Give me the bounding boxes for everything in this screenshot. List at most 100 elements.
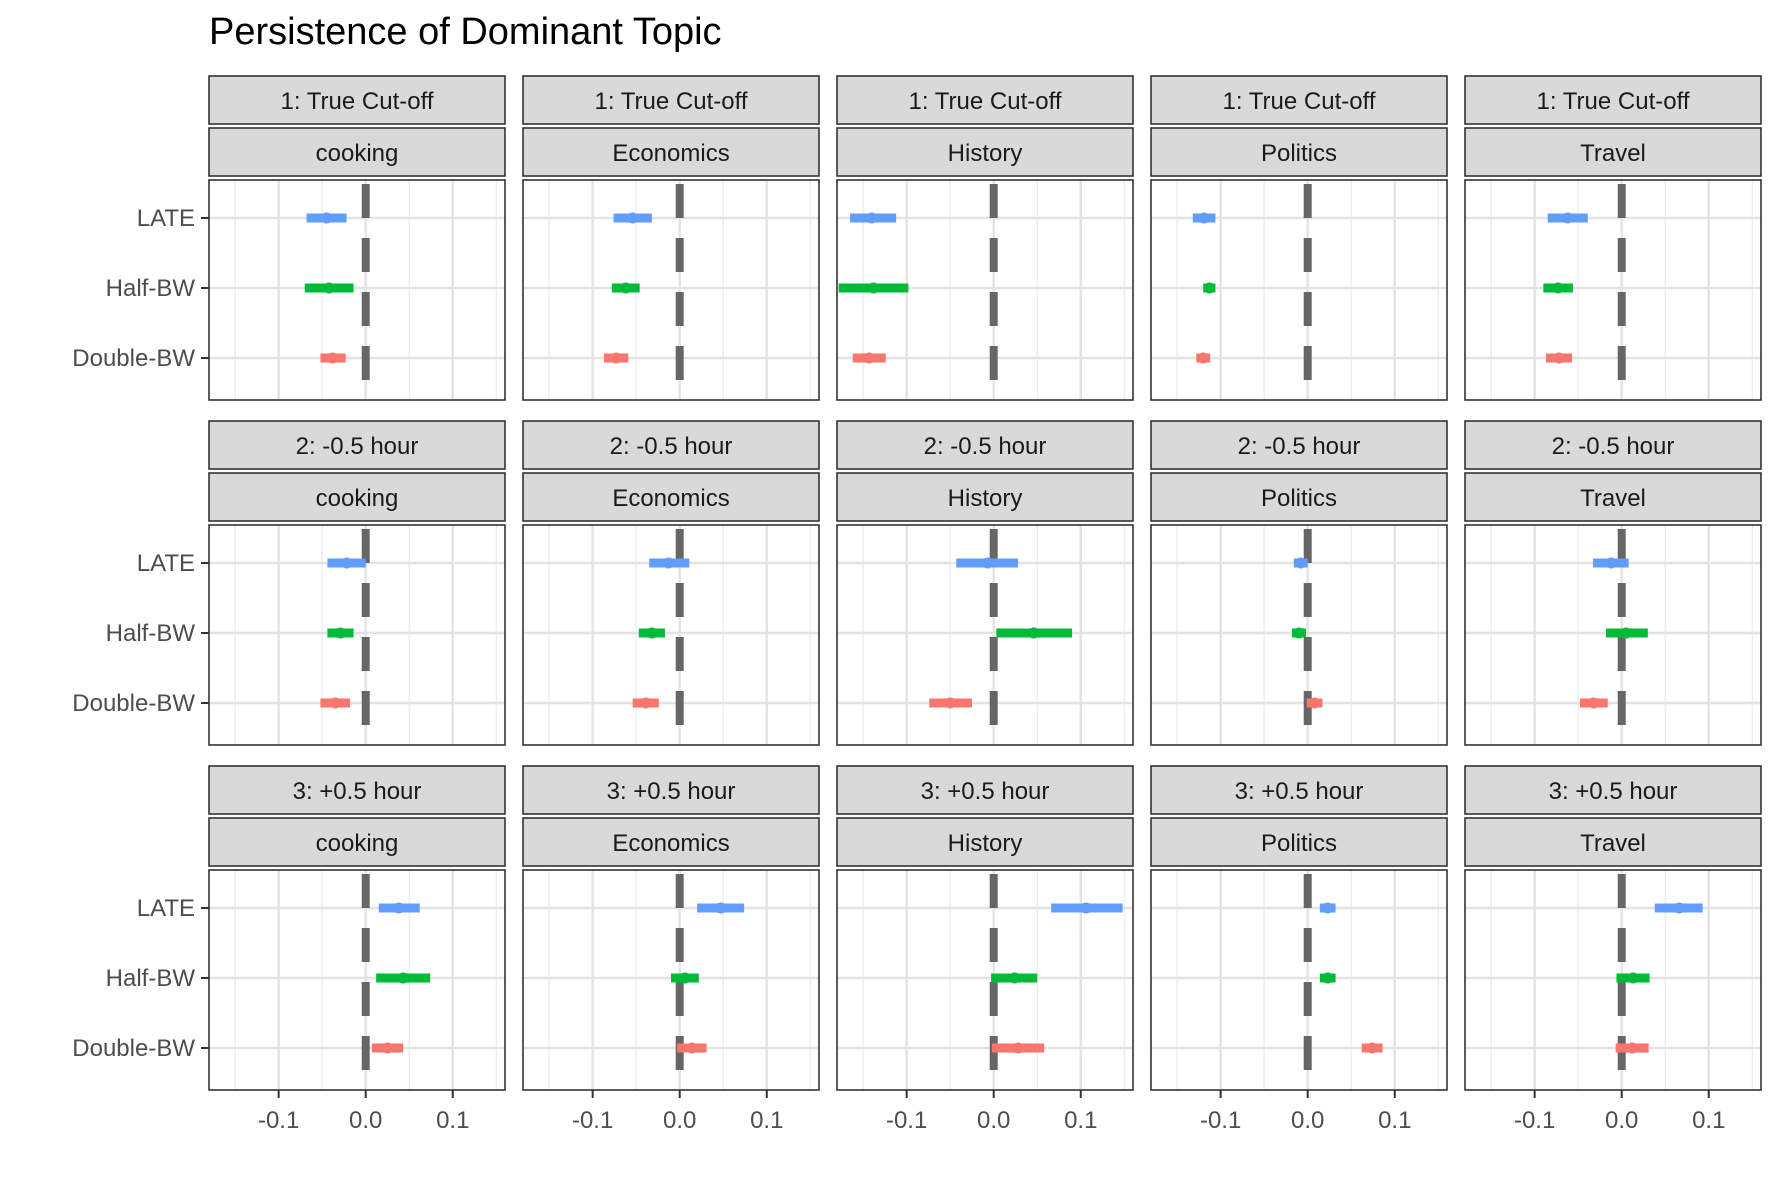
point-estimate	[1009, 972, 1021, 984]
facet-strip-col	[1464, 472, 1762, 522]
y-axis-tick-label: LATE	[137, 205, 195, 232]
point-estimate	[868, 282, 880, 294]
point-estimate	[381, 1042, 393, 1054]
facet-strip-row	[1150, 420, 1448, 470]
panel-border	[1150, 179, 1448, 401]
y-axis-tick-label: LATE	[137, 895, 195, 922]
x-axis-tick-label: -0.1	[258, 1107, 299, 1134]
point-estimate	[610, 352, 622, 364]
point-estimate	[863, 352, 875, 364]
facet-strip-col	[208, 472, 506, 522]
facet-strip-col-label: Economics	[612, 830, 729, 857]
point-estimate	[627, 212, 639, 224]
point-estimate	[646, 627, 658, 639]
x-axis-tick-label: 0.1	[750, 1107, 783, 1134]
point-estimate	[1553, 352, 1565, 364]
facet-strip-row	[208, 420, 506, 470]
x-axis-tick-label: 0.0	[663, 1107, 696, 1134]
panel-border	[1464, 869, 1762, 1091]
point-estimate	[1626, 1042, 1638, 1054]
point-estimate	[1366, 1042, 1378, 1054]
facet-strip-row	[1464, 765, 1762, 815]
point-estimate	[1197, 352, 1209, 364]
point-estimate	[866, 212, 878, 224]
x-axis-tick-label: 0.0	[977, 1107, 1010, 1134]
panel-border	[836, 179, 1134, 401]
panel-border	[208, 869, 506, 1091]
facet-panel: 3: +0.5 hour History -0.1 0.0 0.1	[836, 765, 1134, 1134]
facet-strip-row	[522, 420, 820, 470]
x-axis-tick-label: 0.1	[436, 1107, 469, 1134]
point-estimate	[334, 627, 346, 639]
x-axis-tick-label: 0.1	[1378, 1107, 1411, 1134]
point-estimate	[327, 352, 339, 364]
facet-panel: 3: +0.5 hour Economics -0.1 0.0 0.1	[522, 765, 820, 1134]
facet-strip-row-label: 2: -0.5 hour	[296, 433, 419, 460]
facet-strip-row	[836, 765, 1134, 815]
point-estimate	[1605, 557, 1617, 569]
point-estimate	[323, 282, 335, 294]
facet-panel: 2: -0.5 hour History	[836, 420, 1134, 746]
facet-panel: 2: -0.5 hour Politics	[1150, 420, 1448, 746]
facet-strip-row-label: 1: True Cut-off	[1223, 88, 1376, 115]
y-axis-tick-label: Double-BW	[72, 690, 195, 717]
facet-strip-col-label: History	[948, 485, 1023, 512]
facet-strip-row	[836, 75, 1134, 125]
x-axis-tick-label: 0.0	[1291, 1107, 1324, 1134]
point-estimate	[982, 557, 994, 569]
point-estimate	[662, 557, 674, 569]
y-axis-tick-label: Half-BW	[106, 965, 196, 992]
facet-strip-row-label: 3: +0.5 hour	[921, 778, 1050, 805]
panel-border	[836, 869, 1134, 1091]
point-estimate	[944, 697, 956, 709]
chart-title: Persistence of Dominant Topic	[209, 11, 722, 53]
facet-strip-row	[1150, 765, 1448, 815]
point-estimate	[1012, 1042, 1024, 1054]
x-axis-tick-label: -0.1	[1514, 1107, 1555, 1134]
facet-strip-col-label: History	[948, 140, 1023, 167]
facet-strip-row-label: 1: True Cut-off	[281, 88, 434, 115]
facet-strip-col	[836, 817, 1134, 867]
facet-strip-col	[522, 127, 820, 177]
point-estimate	[1673, 902, 1685, 914]
facet-strip-col-label: Travel	[1580, 140, 1646, 167]
facet-strip-col-label: Economics	[612, 485, 729, 512]
x-axis-tick-label: 0.1	[1064, 1107, 1097, 1134]
point-estimate	[341, 557, 353, 569]
facet-strip-col-label: cooking	[316, 485, 399, 512]
y-axis-tick-label: Double-BW	[72, 1035, 195, 1062]
point-estimate	[686, 1042, 698, 1054]
facet-strip-row	[1464, 420, 1762, 470]
facet-strip-row	[1464, 75, 1762, 125]
panel-border	[208, 524, 506, 746]
panel-border	[1464, 179, 1762, 401]
panels-layer: 1: True Cut-off cooking LATE Half-BW Double-…	[72, 75, 1762, 1134]
point-estimate	[1293, 627, 1305, 639]
facet-strip-row	[522, 75, 820, 125]
x-axis-tick-label: 0.0	[349, 1107, 382, 1134]
point-estimate	[321, 212, 333, 224]
point-estimate	[1080, 902, 1092, 914]
facet-strip-col-label: Politics	[1261, 140, 1337, 167]
facet-strip-row-label: 3: +0.5 hour	[1549, 778, 1678, 805]
point-estimate	[1588, 697, 1600, 709]
facet-panel: 1: True Cut-off Economics	[522, 75, 820, 401]
facet-strip-row-label: 1: True Cut-off	[909, 88, 1062, 115]
facet-panel: 3: +0.5 hour Politics -0.1 0.0 0.1	[1150, 765, 1448, 1134]
panel-border	[1150, 524, 1448, 746]
point-estimate	[1562, 212, 1574, 224]
facet-panel: 1: True Cut-off Travel	[1464, 75, 1762, 401]
panel-border	[1150, 869, 1448, 1091]
facet-strip-col	[522, 817, 820, 867]
x-axis-tick-label: -0.1	[886, 1107, 927, 1134]
facet-strip-col-label: Politics	[1261, 830, 1337, 857]
facet-panel: 2: -0.5 hour cooking LATE Half-BW Double-BW	[72, 420, 506, 746]
facet-strip-col-label: History	[948, 830, 1023, 857]
facet-strip-row	[1150, 75, 1448, 125]
point-estimate	[640, 697, 652, 709]
facet-panel: 1: True Cut-off Politics	[1150, 75, 1448, 401]
facet-strip-col	[836, 127, 1134, 177]
facet-strip-row	[208, 75, 506, 125]
